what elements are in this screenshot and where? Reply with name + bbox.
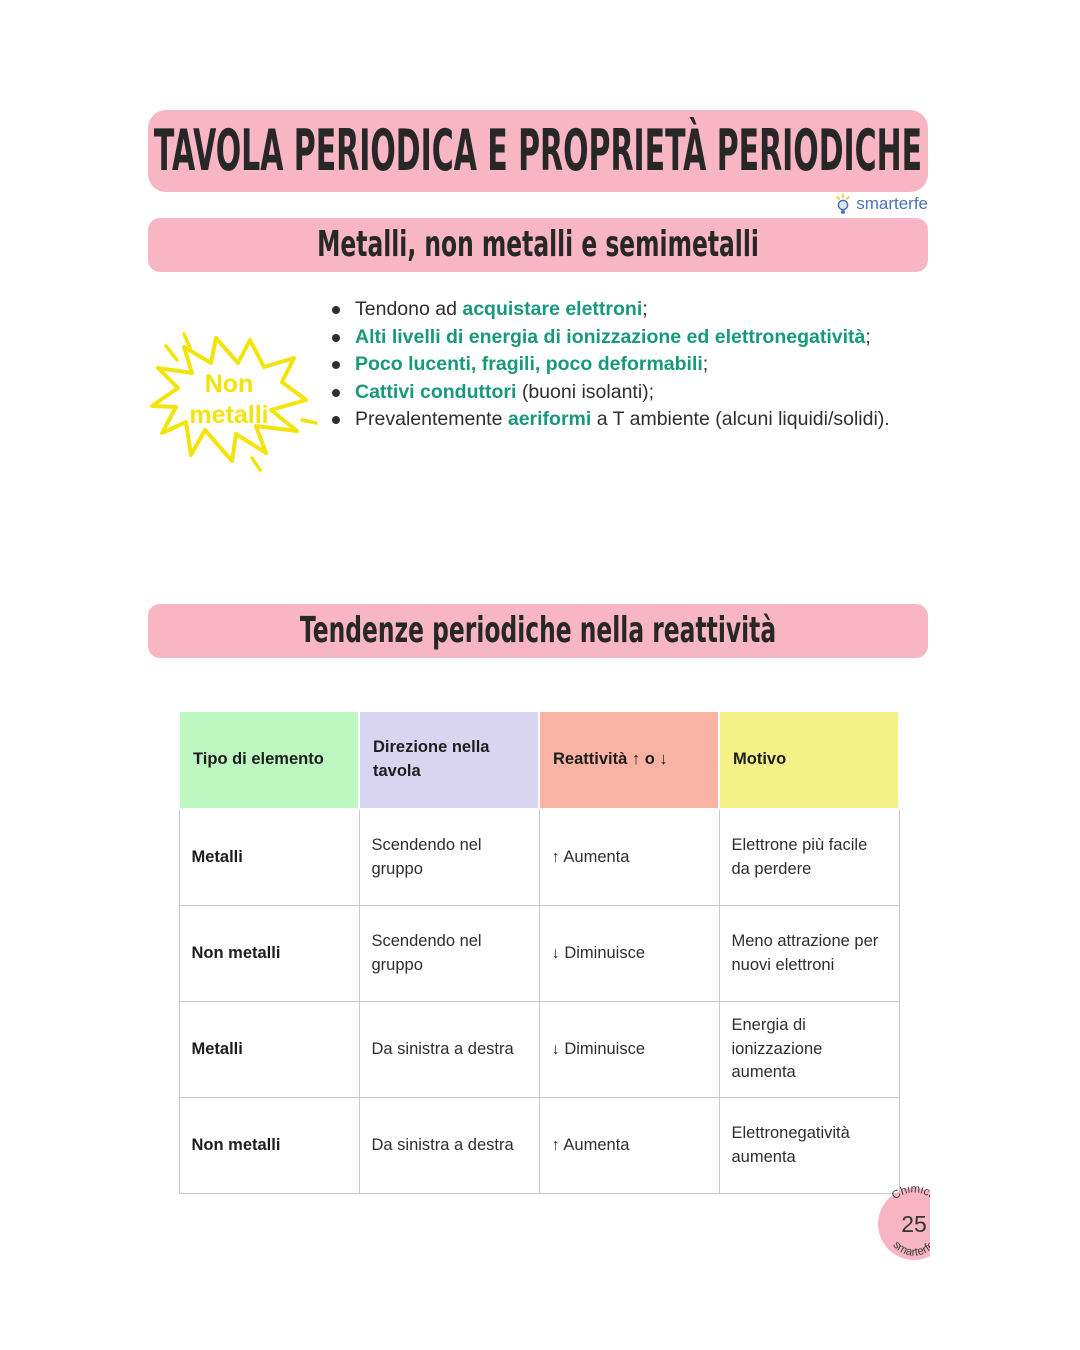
list-item: Prevalentemente aeriformi a T ambiente (… [330,406,902,434]
lightbulb-icon [835,193,851,215]
header-tipo-di-elemento: Tipo di elemento [178,710,360,810]
page-title-banner: TAVOLA PERIODICA E PROPRIETÀ PERIODICHE [148,110,928,192]
table-row: Metalli Scendendo nel gruppo ↑ Aumenta E… [178,808,900,906]
cell-direzione: Scendendo nel gruppo [358,808,540,906]
page-number-badge: Chimica smarterfe 25 [877,1186,930,1262]
table-row: Non metalli Da sinistra a destra ↑ Aumen… [178,1097,900,1194]
callout-label: Non metalli [189,370,269,429]
list-item: Alti livelli di energia di ionizzazione … [330,324,902,352]
badge-page-number: 25 [901,1211,927,1237]
list-item: Tendono ad acquistare elettroni; [330,296,902,324]
section2-banner: Tendenze periodiche nella reattività [148,604,928,658]
non-metals-properties-list: Tendono ad acquistare elettroni; Alti li… [330,296,902,434]
watermark: smarterfe [148,192,928,216]
cell-reattivita: ↑ Aumenta [538,808,720,906]
cell-reattivita: ↓ Diminuisce [538,905,720,1002]
watermark-brand: smarterfe [856,194,928,213]
cell-tipo: Metalli [178,1001,360,1098]
cell-direzione: Da sinistra a destra [358,1001,540,1098]
cell-tipo: Non metalli [178,905,360,1002]
cell-reattivita: ↓ Diminuisce [538,1001,720,1098]
cell-motivo: Meno attrazione per nuovi elettroni [718,905,900,1002]
cell-direzione: Scendendo nel gruppo [358,905,540,1002]
cell-motivo: Elettronegatività aumenta [718,1097,900,1194]
reactivity-trends-table: Tipo di elemento Direzione nella tavola … [178,710,900,1194]
table-header-row: Tipo di elemento Direzione nella tavola … [178,710,900,810]
list-item: Cattivi conduttori (buoni isolanti); [330,379,902,407]
header-reattivita: Reattività ↑ o ↓ [538,710,720,810]
cell-tipo: Non metalli [178,1097,360,1194]
cell-motivo: Elettrone più facile da perdere [718,808,900,906]
cell-direzione: Da sinistra a destra [358,1097,540,1194]
section1-banner: Metalli, non metalli e semimetalli [148,218,928,272]
header-direzione: Direzione nella tavola [358,710,540,810]
section2-title: Tendenze periodiche nella reattività [299,610,777,652]
header-motivo: Motivo [718,710,900,810]
table-row: Non metalli Scendendo nel gruppo ↓ Dimin… [178,905,900,1002]
section1-title: Metalli, non metalli e semimetalli [317,224,759,266]
cell-reattivita: ↑ Aumenta [538,1097,720,1194]
table-row: Metalli Da sinistra a destra ↓ Diminuisc… [178,1001,900,1098]
page-title: TAVOLA PERIODICA E PROPRIETÀ PERIODICHE [153,117,923,185]
list-item: Poco lucenti, fragili, poco deformabili; [330,351,902,379]
cell-motivo: Energia di ionizzazione aumenta [718,1001,900,1098]
non-metalli-callout: Non metalli [144,330,322,472]
cell-tipo: Metalli [178,808,360,906]
